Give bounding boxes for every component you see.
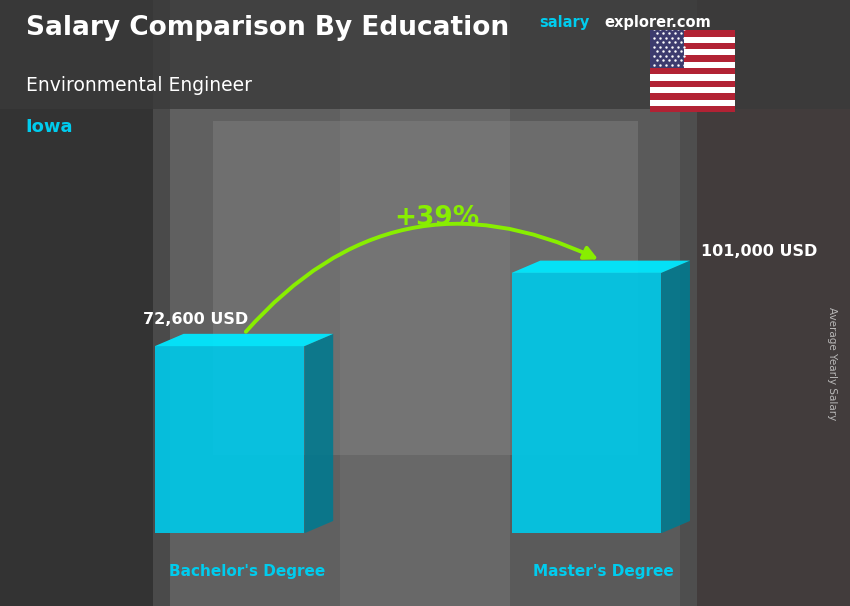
Bar: [650, 43, 735, 49]
Bar: [650, 75, 735, 81]
Bar: [650, 56, 735, 62]
Bar: [340, 0, 510, 606]
Bar: [512, 273, 661, 533]
Text: Average Yearly Salary: Average Yearly Salary: [827, 307, 837, 420]
Bar: [680, 0, 850, 606]
Polygon shape: [155, 334, 333, 346]
Polygon shape: [304, 334, 333, 533]
Bar: [510, 0, 680, 606]
Bar: [650, 62, 735, 68]
Bar: [650, 106, 735, 112]
Bar: [650, 68, 735, 75]
Bar: [0, 0, 170, 606]
Bar: [212, 121, 638, 454]
Text: explorer.com: explorer.com: [604, 15, 711, 30]
Polygon shape: [512, 261, 690, 273]
Bar: [697, 0, 850, 606]
Bar: [0, 0, 153, 606]
Bar: [650, 87, 735, 93]
Text: Salary Comparison By Education: Salary Comparison By Education: [26, 15, 508, 41]
Text: +39%: +39%: [394, 205, 479, 231]
Polygon shape: [661, 261, 690, 533]
Text: 101,000 USD: 101,000 USD: [701, 244, 818, 259]
Bar: [650, 30, 735, 36]
Text: Bachelor's Degree: Bachelor's Degree: [168, 564, 325, 579]
Text: Environmental Engineer: Environmental Engineer: [26, 76, 252, 95]
Text: salary: salary: [540, 15, 590, 30]
Bar: [650, 99, 735, 106]
Bar: [650, 49, 735, 56]
Text: Master's Degree: Master's Degree: [533, 564, 674, 579]
Bar: [155, 346, 304, 533]
Bar: [650, 36, 735, 43]
Text: 72,600 USD: 72,600 USD: [144, 312, 248, 327]
Bar: [0, 0, 850, 109]
Bar: [650, 30, 684, 68]
Bar: [170, 0, 340, 606]
Text: Iowa: Iowa: [26, 118, 73, 136]
Bar: [650, 81, 735, 87]
Bar: [650, 93, 735, 99]
